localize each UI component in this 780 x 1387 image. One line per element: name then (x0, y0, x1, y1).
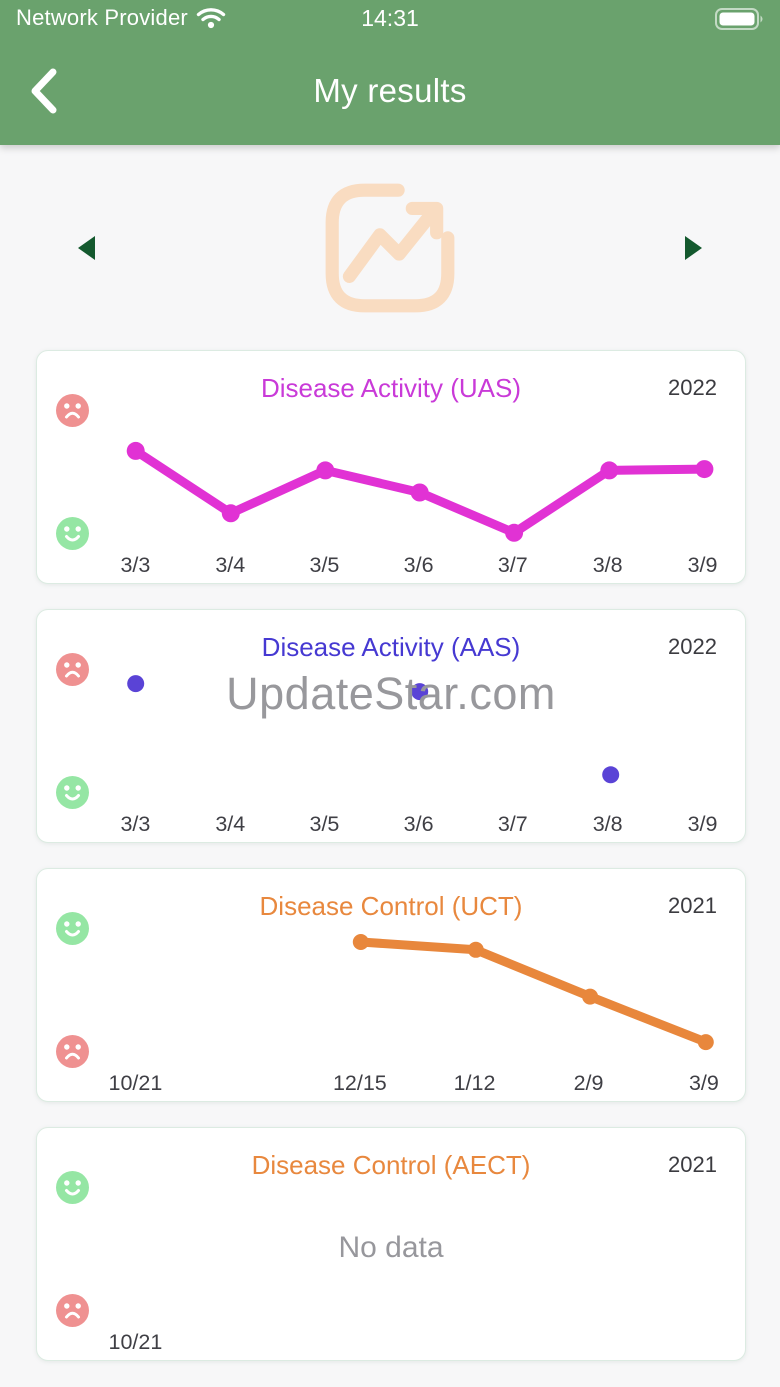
triangle-right-icon (685, 235, 702, 260)
card-title: Disease Activity (UAS) (260, 373, 522, 403)
happy-face-icon (56, 912, 89, 945)
card-title: Disease Activity (AAS) (261, 632, 521, 662)
axis-label: 3/9 (688, 1071, 719, 1095)
happy-face-icon (56, 1171, 89, 1204)
card-title: Disease Control (AECT) (251, 1150, 531, 1180)
axis-label: 3/6 (403, 812, 434, 836)
line-chart-uct (37, 929, 745, 1059)
axis-label: 3/4 (215, 812, 246, 836)
app-header: Network Provider 14:31 My results (0, 0, 780, 145)
carrier-label: Network Provider (16, 5, 188, 30)
sad-face-icon (56, 394, 89, 427)
card-disease-activity-uas: Disease Activity (UAS) 2022 3/3 3/4 3/5 3/6… (36, 350, 746, 584)
axis-label: 10/21 (108, 1071, 163, 1095)
happy-face-icon (56, 517, 89, 550)
axis-label: 3/5 (309, 812, 340, 836)
triangle-left-icon (78, 235, 95, 260)
no-data-message: No data (338, 1231, 444, 1264)
status-bar: Network Provider 14:31 (0, 0, 780, 36)
prev-period-button[interactable] (74, 232, 99, 264)
page-title: My results (313, 71, 467, 109)
axis-label: 12/15 (332, 1071, 387, 1095)
battery-icon (714, 7, 766, 36)
wifi-icon (196, 5, 226, 34)
axis-label: 3/6 (403, 553, 434, 577)
axis-label: 3/8 (592, 812, 623, 836)
period-carousel (0, 145, 780, 350)
chevron-left-icon (31, 68, 57, 113)
card-year: 2022 (668, 375, 717, 400)
axis-label: 3/7 (497, 812, 528, 836)
axis-label: 3/9 (687, 553, 718, 577)
happy-face-icon (56, 776, 89, 809)
card-year: 2021 (668, 1152, 717, 1177)
card-year: 2022 (668, 634, 717, 659)
axis-label: 3/3 (120, 812, 151, 836)
next-period-button[interactable] (681, 232, 706, 264)
back-button[interactable] (30, 67, 58, 115)
axis-label: 3/3 (120, 553, 151, 577)
sad-face-icon (56, 1035, 89, 1068)
sad-face-icon (56, 1294, 89, 1327)
trend-chart-icon (319, 177, 461, 319)
card-title: Disease Control (UCT) (259, 891, 523, 921)
nav-bar: My results (0, 36, 780, 145)
card-year: 2021 (668, 893, 717, 918)
axis-label: 3/5 (309, 553, 340, 577)
results-list: Disease Activity (UAS) 2022 3/3 3/4 3/5 3/6… (0, 350, 780, 1361)
card-disease-activity-aas: Disease Activity (AAS) 2022 UpdateStar.c… (36, 609, 746, 843)
scatter-chart-aas (37, 650, 745, 810)
card-disease-control-uct: Disease Control (UCT) 2021 10/21 12/15 1/1… (36, 868, 746, 1102)
sad-face-icon (56, 653, 89, 686)
line-chart-uas (37, 421, 745, 551)
axis-label: 10/21 (108, 1330, 163, 1354)
axis-label: 3/7 (497, 553, 528, 577)
card-disease-control-aect: Disease Control (AECT) 2021 No data 10/2… (36, 1127, 746, 1361)
axis-label: 3/8 (592, 553, 623, 577)
axis-label: 3/9 (687, 812, 718, 836)
axis-label: 3/4 (215, 553, 246, 577)
axis-label: 1/12 (453, 1071, 496, 1095)
axis-label: 2/9 (573, 1071, 604, 1095)
